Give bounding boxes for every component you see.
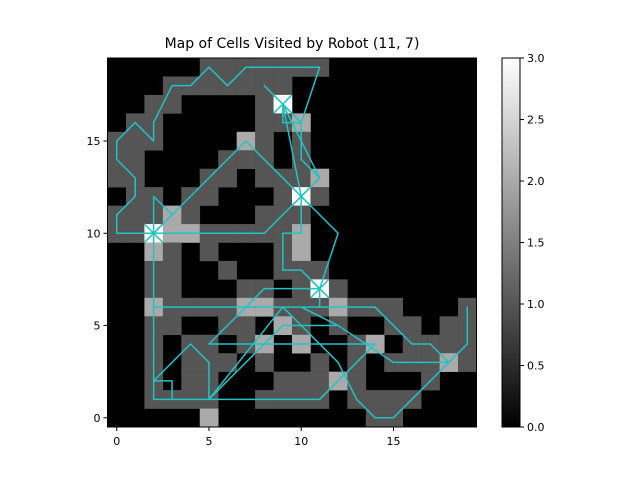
- heatmap-cell: [162, 260, 182, 280]
- heatmap-cell: [107, 168, 127, 188]
- heatmap-cell: [162, 94, 182, 114]
- robot-path: [115, 66, 469, 419]
- x-axis: 0 5 10 15: [113, 427, 400, 448]
- heatmap-cell: [384, 297, 403, 317]
- heatmap-cell: [125, 150, 145, 169]
- heatmap-cell: [199, 408, 219, 428]
- heatmap-cell: [384, 390, 403, 409]
- heatmap-cell: [181, 353, 201, 372]
- heatmap-cell: [439, 334, 459, 354]
- heatmap-cell: [218, 168, 237, 188]
- y-tick-label: 5: [94, 320, 101, 333]
- y-tick-label: 0: [94, 412, 101, 425]
- colorbar-tick-label: 3.0: [527, 52, 545, 65]
- visit-marker: [273, 94, 293, 114]
- y-tick-label: 10: [87, 227, 101, 240]
- colorbar-tick-label: 1.0: [527, 298, 545, 311]
- heatmap-cell: [255, 131, 274, 151]
- y-axis: 0 5 10 15: [87, 135, 108, 425]
- heatmap-cell: [273, 371, 293, 391]
- heatmap-cell: [347, 371, 367, 391]
- heatmap-cell: [292, 242, 311, 262]
- heatmap-cell: [402, 316, 422, 336]
- heatmap-cell: [218, 260, 237, 280]
- colorbar: 0.0 0.5 1.0 1.5 2.0 2.5 3.0: [501, 52, 545, 434]
- heatmap-cell: [292, 168, 311, 188]
- heatmap-cell: [255, 94, 274, 114]
- heatmap-cell: [162, 279, 182, 299]
- heatmap-cell: [199, 76, 219, 96]
- chart-title: Map of Cells Visited by Robot (11, 7): [165, 36, 420, 52]
- colorbar-tick-label: 0.5: [527, 360, 545, 373]
- heatmap-cell: [273, 187, 293, 206]
- heatmap-cell: [181, 205, 201, 225]
- heatmap-cell: [236, 150, 256, 169]
- heatmap-cell: [310, 371, 330, 391]
- heatmap-cell: [292, 371, 311, 391]
- plot-frame: [107, 57, 477, 428]
- heatmap-cell: [162, 242, 182, 262]
- heatmap-cell: [255, 205, 274, 225]
- heatmap-cell: [162, 316, 182, 336]
- heatmap-cell: [255, 168, 274, 188]
- heatmap-cell: [199, 242, 219, 262]
- heatmap-cell: [218, 58, 237, 77]
- heatmap-cell: [328, 279, 348, 299]
- heatmap-cell: [255, 353, 274, 372]
- x-tick-label: 5: [205, 435, 212, 448]
- heatmap-cell: [236, 316, 256, 336]
- y-tick-label: 15: [87, 135, 101, 148]
- heatmap-cell: [255, 113, 274, 133]
- heatmap-cell: [144, 94, 164, 114]
- heatmap-cell: [236, 76, 256, 96]
- visit-marker: [291, 186, 311, 207]
- x-tick-label: 15: [386, 435, 400, 448]
- heatmap-cell: [310, 187, 330, 206]
- colorbar-gradient: [501, 57, 521, 428]
- colorbar-tick-label: 2.0: [527, 175, 545, 188]
- heatmap-cell: [458, 353, 477, 372]
- path-markers: [143, 94, 330, 299]
- colorbar-tick-label: 2.5: [527, 114, 545, 127]
- visit-marker: [143, 223, 164, 244]
- heatmap-cell: [236, 279, 256, 299]
- colorbar-tick-label: 1.5: [527, 237, 545, 250]
- heatmap-cell: [365, 390, 385, 409]
- heatmap-cell: [199, 187, 219, 206]
- heatmap-cell: [125, 131, 145, 151]
- heatmap-cell: [439, 316, 459, 336]
- heatmap-cell: [181, 371, 201, 391]
- visit-marker: [309, 278, 330, 299]
- colorbar-tick-label: 0.0: [527, 421, 545, 434]
- x-tick-label: 0: [113, 435, 120, 448]
- path-line: [115, 66, 469, 419]
- heatmap-cell: [273, 76, 293, 96]
- heatmap-cell: [310, 353, 330, 372]
- heatmap-cell: [218, 353, 237, 372]
- x-tick-label: 10: [294, 435, 308, 448]
- heatmap-cell: [125, 205, 145, 225]
